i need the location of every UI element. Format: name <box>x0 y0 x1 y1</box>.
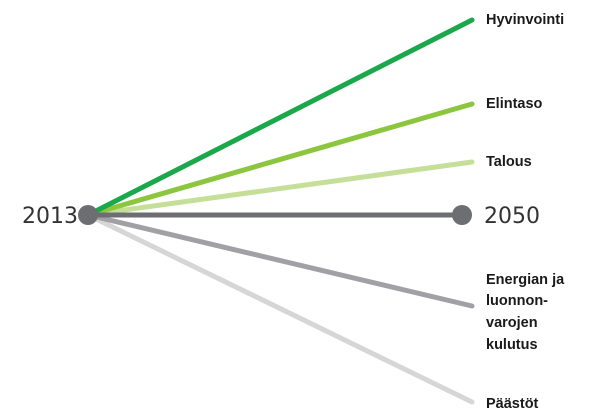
branch-label-elintaso: Elintaso <box>486 96 543 112</box>
branch-label-energia-line-1: Energian ja <box>486 272 565 288</box>
branch-label-energia-line-4: kulutus <box>486 337 538 353</box>
branch-line-paastot <box>85 212 475 405</box>
branch-label-hyvinvointi: Hyvinvointi <box>486 12 564 28</box>
branch-line-hyvinvointi <box>85 17 475 218</box>
branch-label-talous: Talous <box>486 154 532 170</box>
branch-label-energia-line-2: luonnon- <box>486 293 548 309</box>
branch-line-energia <box>85 212 475 309</box>
end-year-label: 2050 <box>484 204 540 229</box>
branch-label-energia-line-3: varojen <box>486 315 538 331</box>
start-year-label: 2013 <box>22 204 78 229</box>
branch-line-elintaso <box>85 101 475 218</box>
branch-line-talous <box>85 159 475 218</box>
start-dot <box>78 205 98 225</box>
branch-label-paastot: Päästöt <box>486 396 539 412</box>
end-dot <box>452 205 472 225</box>
